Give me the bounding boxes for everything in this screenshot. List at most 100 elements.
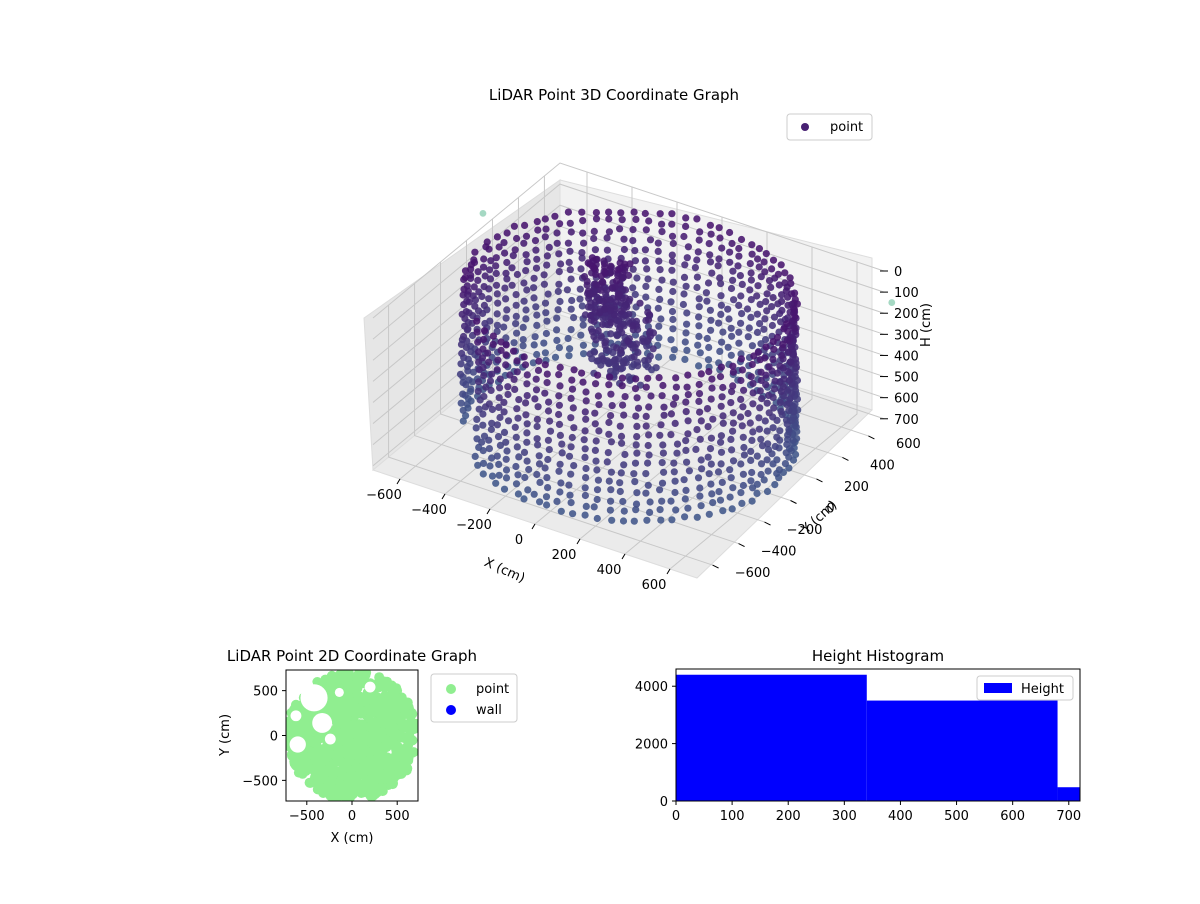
point-3d: [729, 419, 738, 427]
points-2d: [286, 670, 418, 801]
point-3d: [632, 375, 640, 383]
point-3d: [684, 243, 693, 251]
point-3d: [556, 382, 564, 390]
point-2d: [354, 770, 365, 781]
point-3d: [644, 481, 652, 489]
point-3d: [524, 486, 532, 494]
x-axis-label-2d: X (cm): [331, 831, 374, 846]
point-2d: [359, 745, 370, 756]
point-3d: [603, 246, 612, 254]
point-3d: [485, 400, 493, 408]
point-3d: [616, 487, 624, 496]
point-3d: [475, 288, 483, 296]
point-3d: [481, 272, 489, 280]
point-3d: [746, 286, 754, 294]
point-3d: [777, 407, 785, 415]
legend-histogram: Height: [976, 675, 1074, 701]
point-3d: [631, 385, 640, 393]
point-2d: [360, 764, 371, 775]
point-3d: [739, 470, 748, 478]
point-2d: [338, 670, 349, 678]
point-3d: [568, 433, 576, 442]
point-3d: [703, 297, 711, 305]
point-3d: [756, 387, 764, 395]
point-3d: [749, 400, 757, 408]
point-3d: [769, 460, 777, 468]
point-3d: [457, 399, 465, 407]
point-3d: [581, 484, 589, 492]
point-3d: [578, 302, 586, 310]
point-3d: [480, 327, 489, 335]
point-3d: [512, 480, 521, 488]
point-3d: [728, 332, 736, 340]
point-3d: [705, 470, 713, 478]
point-3d: [747, 373, 755, 381]
point-2d: [400, 701, 411, 712]
point-3d: [745, 324, 753, 332]
point-2d: [315, 758, 326, 769]
point-3d: [488, 419, 496, 427]
point-3d: [632, 506, 640, 514]
point-3d: [500, 428, 509, 436]
point-3d: [697, 417, 705, 425]
point-3d: [595, 427, 603, 435]
point-3d: [735, 252, 743, 260]
point-3d: [749, 428, 757, 436]
point-3d: [702, 289, 711, 297]
point-3d: [522, 411, 530, 419]
point-3d: [631, 257, 640, 265]
point-3d: [670, 468, 678, 476]
grid-line-z-1: [372, 183, 885, 340]
point-3d: [502, 314, 510, 322]
point-3d: [555, 250, 563, 258]
point-3d: [756, 404, 764, 412]
point-3d: [592, 209, 601, 217]
point-3d: [703, 405, 712, 413]
point-3d: [708, 490, 716, 498]
point-3d: [655, 353, 663, 361]
point-2d: [381, 754, 392, 765]
point-3d: [707, 480, 715, 488]
point-3d: [659, 381, 667, 390]
point-2d: [391, 683, 402, 694]
point-3d: [618, 374, 627, 382]
point-3d: [500, 408, 508, 416]
point-3d: [470, 283, 478, 291]
point-3d: [773, 433, 781, 441]
point-3d: [486, 275, 495, 283]
point-3d: [556, 431, 565, 439]
point-3d: [774, 270, 783, 278]
point-3d: [485, 295, 493, 303]
point-2d: [309, 690, 320, 701]
point-3d: [791, 289, 799, 297]
tick-x-3d: [486, 508, 491, 515]
point-3d: [533, 350, 541, 359]
point-3d: [508, 264, 516, 272]
point-3d: [757, 376, 765, 384]
point-3d: [738, 280, 746, 288]
point-3d: [621, 260, 629, 268]
point-3d: [706, 221, 715, 229]
point-3d: [643, 516, 651, 524]
point-3d: [607, 319, 615, 327]
point-3d: [592, 380, 600, 388]
tick-label-z-3d: 0: [894, 265, 902, 280]
point-3d: [642, 282, 650, 290]
point-3d: [606, 506, 615, 514]
point-3d: [693, 256, 701, 264]
chart-3d-title: LiDAR Point 3D Coordinate Graph: [489, 86, 739, 104]
point-3d: [655, 374, 663, 382]
histogram-bar: [676, 674, 867, 801]
point-3d: [705, 510, 713, 518]
point-3d: [643, 265, 651, 273]
point-3d: [495, 394, 503, 402]
point-3d: [695, 390, 704, 398]
point-3d: [511, 385, 519, 393]
point-3d: [682, 329, 690, 337]
point-3d: [656, 295, 664, 303]
point-2d: [345, 788, 356, 799]
point-3d: [513, 329, 521, 337]
point-3d: [510, 222, 518, 230]
point-3d: [544, 484, 552, 492]
